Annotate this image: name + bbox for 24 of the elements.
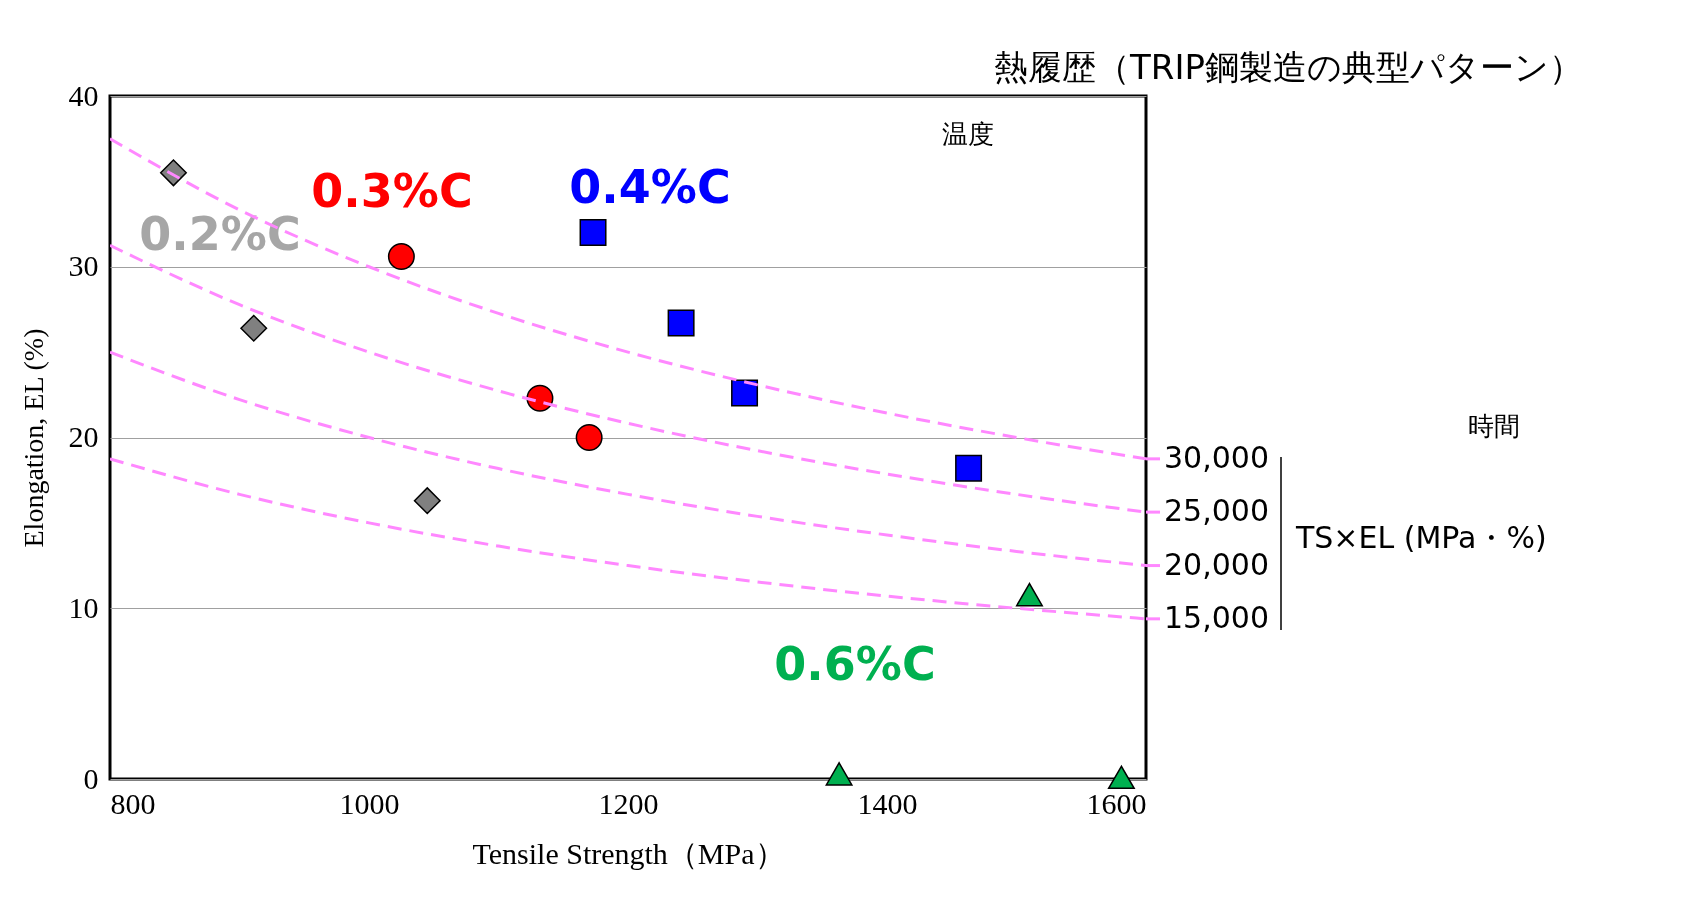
x-tick-label: 1600 [1086, 786, 1147, 820]
x-tick-label: 1200 [598, 786, 659, 820]
series-label: 0.3%C [311, 164, 473, 218]
legend-label: 15,000 [1164, 599, 1269, 635]
y-tick-label: 10 [68, 590, 99, 624]
series-label: 0.4%C [569, 160, 731, 214]
y-tick-label: 30 [68, 249, 99, 283]
x-tick-label: 1400 [857, 786, 918, 820]
y-tick-label: 40 [68, 78, 99, 112]
legend-label: 25,000 [1164, 493, 1269, 529]
legend-label: 30,000 [1164, 439, 1269, 475]
x-axis-title: Tensile Strength（MPa） [472, 836, 785, 870]
x-tick-label: 1000 [339, 786, 400, 820]
x-tick-label: 800 [110, 786, 156, 820]
annotation: 温度 [942, 119, 994, 149]
series-label: 0.6%C [774, 637, 936, 691]
legend-title: TS×EL (MPa・%) [1295, 520, 1547, 555]
y-tick-label: 20 [68, 420, 99, 453]
y-axis-title: Elongation, EL (%) [17, 328, 49, 548]
series-label: 0.2%C [139, 207, 301, 261]
legend-label: 20,000 [1164, 546, 1269, 582]
y-tick-label: 0 [83, 761, 99, 795]
text: 時間 [1468, 411, 1520, 441]
text: 熱履歴（TRIP鋼製造の典型パターン） [994, 47, 1583, 87]
